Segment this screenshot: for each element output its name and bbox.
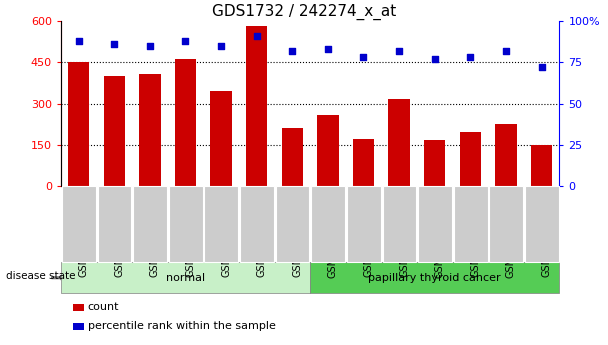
Bar xyxy=(103,76,125,186)
Bar xyxy=(174,59,196,186)
Text: GSM85221: GSM85221 xyxy=(292,224,302,277)
Bar xyxy=(424,140,446,186)
Text: GSM85226: GSM85226 xyxy=(471,224,480,277)
Bar xyxy=(460,132,481,186)
Bar xyxy=(246,26,268,186)
Text: GSM85224: GSM85224 xyxy=(399,224,409,277)
Text: disease state: disease state xyxy=(6,271,75,281)
Text: GSM85223: GSM85223 xyxy=(364,224,373,277)
Text: percentile rank within the sample: percentile rank within the sample xyxy=(88,321,275,331)
Text: GSM85218: GSM85218 xyxy=(185,224,195,277)
Text: GSM85222: GSM85222 xyxy=(328,224,338,277)
Bar xyxy=(389,99,410,186)
Point xyxy=(181,38,190,43)
Bar xyxy=(68,61,89,186)
Point xyxy=(323,46,333,52)
Text: GSM85215: GSM85215 xyxy=(78,224,89,277)
Bar xyxy=(139,74,161,186)
Point xyxy=(252,33,261,38)
Bar xyxy=(210,91,232,186)
Bar xyxy=(496,124,517,186)
Point xyxy=(288,48,297,53)
Text: GSM85217: GSM85217 xyxy=(150,224,160,277)
Text: GSM85225: GSM85225 xyxy=(435,224,444,277)
Text: GSM85216: GSM85216 xyxy=(114,224,124,277)
Text: papillary thyroid cancer: papillary thyroid cancer xyxy=(368,273,501,283)
Point xyxy=(394,48,404,53)
Point xyxy=(537,64,547,70)
Text: normal: normal xyxy=(166,273,205,283)
Text: GSM85220: GSM85220 xyxy=(257,224,267,277)
Point xyxy=(74,38,83,43)
Bar xyxy=(282,128,303,186)
Point xyxy=(501,48,511,53)
Text: count: count xyxy=(88,302,119,312)
Bar xyxy=(317,115,339,186)
Text: GSM85227: GSM85227 xyxy=(506,224,516,277)
Text: GSM85219: GSM85219 xyxy=(221,224,231,277)
Point xyxy=(216,43,226,48)
Text: GSM85228: GSM85228 xyxy=(542,224,551,277)
Bar xyxy=(531,146,552,186)
Point xyxy=(109,41,119,47)
Point xyxy=(466,55,475,60)
Point xyxy=(430,56,440,61)
Point xyxy=(145,43,154,48)
Point xyxy=(359,55,368,60)
Bar xyxy=(353,139,374,186)
Text: GDS1732 / 242274_x_at: GDS1732 / 242274_x_at xyxy=(212,3,396,20)
